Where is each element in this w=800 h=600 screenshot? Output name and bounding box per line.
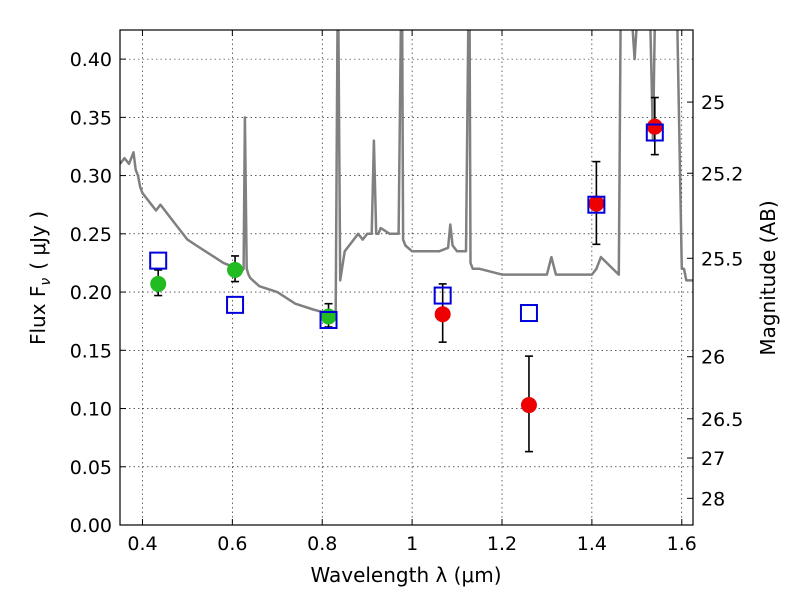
y-tick-label: 0.25 bbox=[70, 224, 112, 246]
y2-tick-label: 26.5 bbox=[701, 409, 743, 431]
y-axis-label-unit: ( μJy ) bbox=[26, 211, 50, 270]
axis-ticks: 0.4 0.6 0.8 1 1.2 1.4 1.6 0.00 0.05 0.10 0.15 0.20 0… bbox=[70, 30, 743, 555]
y-tick-label: 0.20 bbox=[70, 282, 112, 304]
data-point-series-2 bbox=[588, 195, 605, 212]
data-point-series-1 bbox=[150, 275, 167, 292]
grid bbox=[120, 30, 693, 526]
plot-frame bbox=[119, 29, 694, 526]
secondary-y-axis-label: Magnitude (AB) bbox=[756, 200, 780, 355]
data-point-series-3 bbox=[519, 304, 538, 323]
y-tick-label: 0.10 bbox=[70, 399, 112, 421]
data-point-series-3 bbox=[226, 295, 245, 314]
data-point-series-3 bbox=[149, 251, 168, 270]
data-point-series-3 bbox=[587, 195, 606, 214]
y-tick-label: 0.15 bbox=[70, 340, 112, 362]
data-point-series-2 bbox=[434, 306, 451, 323]
x-axis-label: Wavelength λ (μm) bbox=[310, 563, 501, 587]
y-tick-label: 0.35 bbox=[70, 107, 112, 129]
y2-tick-label: 27 bbox=[701, 448, 725, 470]
data-point-series-3 bbox=[433, 286, 452, 305]
x-tick-label: 1.4 bbox=[577, 533, 607, 555]
y-tick-label: 0.30 bbox=[70, 166, 112, 188]
data-markers bbox=[149, 96, 664, 453]
data-point-series-3 bbox=[319, 311, 338, 330]
y-tick-label: 0.40 bbox=[70, 49, 112, 71]
y-axis-label: Flux Fν ( μJy ) bbox=[26, 211, 54, 345]
y2-tick-label: 25.5 bbox=[701, 248, 743, 270]
x-tick-label: 1.6 bbox=[667, 533, 697, 555]
model-spectrum-line bbox=[120, 30, 693, 314]
y2-tick-label: 26 bbox=[701, 347, 725, 369]
x-tick-label: 1 bbox=[406, 533, 418, 555]
y-axis-label-main: Flux F bbox=[26, 286, 50, 345]
y2-tick-label: 28 bbox=[701, 488, 725, 510]
data-point-series-1 bbox=[227, 261, 244, 278]
x-tick-label: 0.4 bbox=[127, 533, 157, 555]
y-tick-label: 0.00 bbox=[70, 515, 112, 537]
data-point-series-2 bbox=[646, 118, 663, 135]
x-tick-label: 0.6 bbox=[217, 533, 247, 555]
data-point-series-3 bbox=[645, 123, 664, 142]
y-axis-label-sub: ν bbox=[38, 278, 54, 286]
y-tick-label: 0.05 bbox=[70, 457, 112, 479]
x-tick-label: 0.8 bbox=[307, 533, 337, 555]
data-point-series-2 bbox=[520, 397, 537, 414]
plot-area bbox=[120, 30, 693, 314]
x-tick-label: 1.2 bbox=[487, 533, 517, 555]
y2-tick-label: 25.2 bbox=[701, 163, 743, 185]
y2-tick-label: 25 bbox=[701, 92, 725, 114]
